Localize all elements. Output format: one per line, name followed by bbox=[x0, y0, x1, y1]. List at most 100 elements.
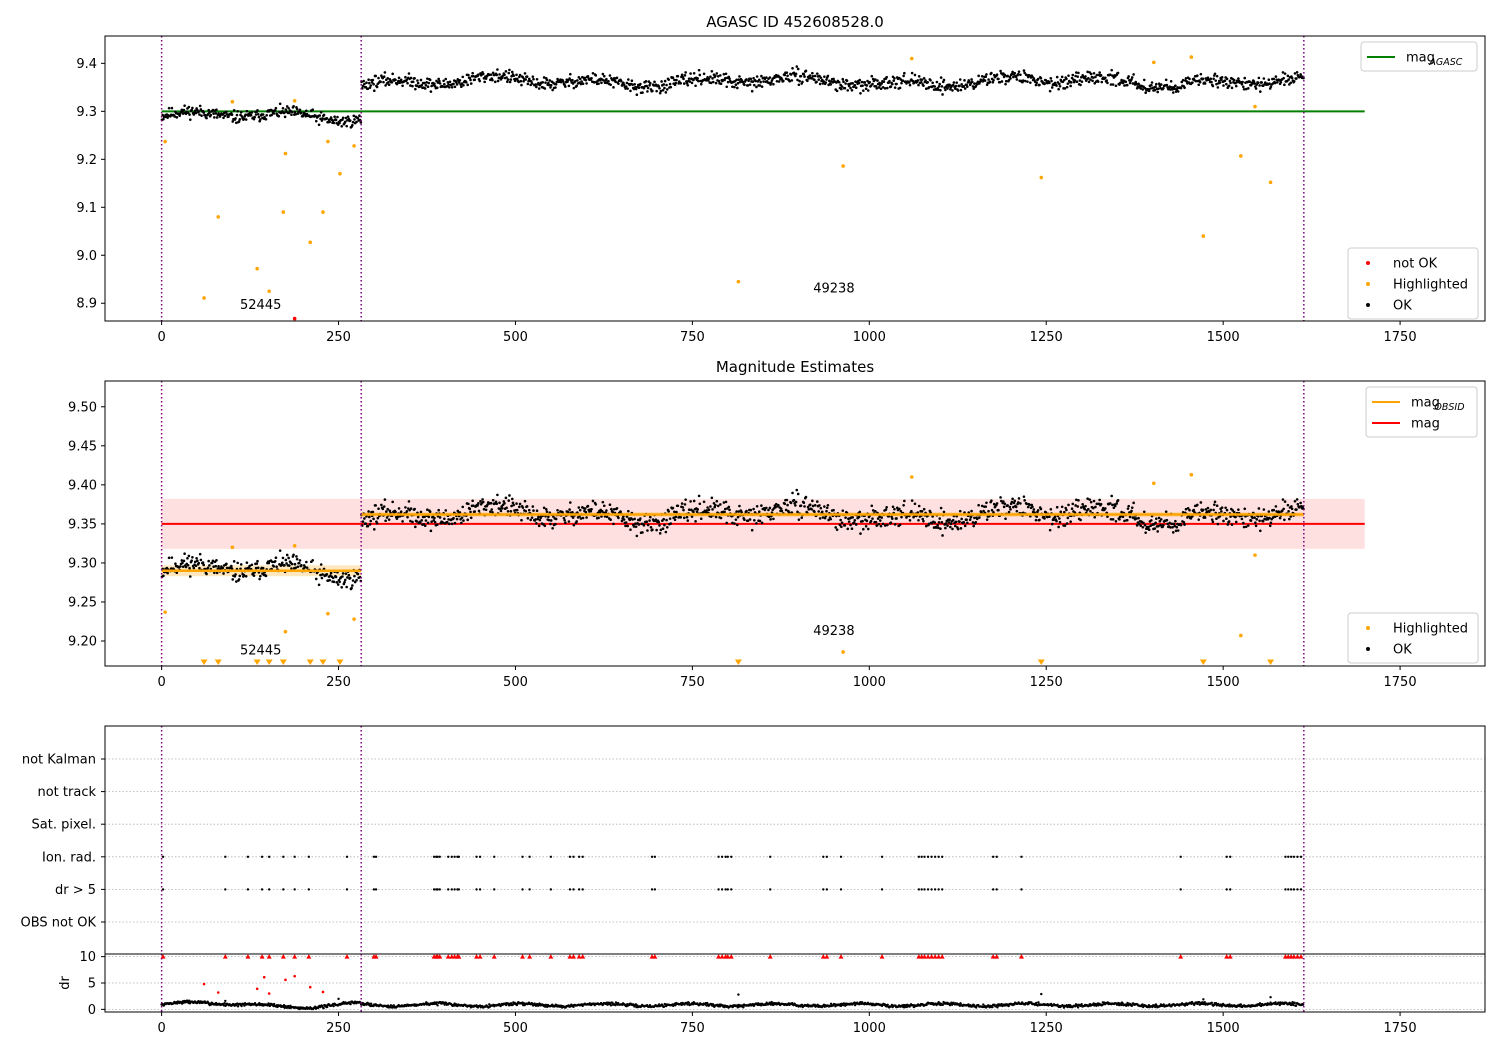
p2-ok-point bbox=[602, 511, 605, 514]
p2-ok-point bbox=[469, 516, 473, 520]
p1-ok-point bbox=[878, 83, 882, 87]
flag-point bbox=[475, 855, 478, 858]
p2-xtick-label: 1500 bbox=[1207, 675, 1240, 690]
p1-ok-point bbox=[902, 74, 905, 78]
p1-ok-point bbox=[525, 75, 529, 78]
flag-point bbox=[724, 888, 727, 891]
p1-ok-point bbox=[746, 84, 750, 87]
p1-ok-point bbox=[1092, 71, 1096, 75]
p2-ok-point bbox=[760, 521, 764, 525]
p2-ok-point bbox=[1174, 529, 1178, 533]
p1-ok-point bbox=[1080, 80, 1084, 83]
p1-ok-point bbox=[962, 85, 966, 88]
p2-ok-point bbox=[409, 519, 412, 523]
p2-ok-point bbox=[954, 520, 958, 524]
p1-ok-point bbox=[619, 79, 623, 83]
p1-ok-point bbox=[1170, 86, 1174, 89]
p1-ok-point bbox=[261, 113, 265, 116]
p2-ok-point bbox=[259, 574, 262, 578]
p1-ok-point bbox=[409, 84, 412, 87]
p1-ok-point bbox=[295, 107, 299, 111]
p1-ok-point bbox=[1121, 81, 1125, 85]
p2-ok-point bbox=[927, 522, 931, 526]
p2-ok-point bbox=[414, 525, 417, 529]
p1-ok-point bbox=[406, 81, 409, 85]
flag-point bbox=[478, 855, 482, 858]
p1-ok-point bbox=[477, 73, 480, 77]
p1-ok-point bbox=[1022, 69, 1026, 72]
p2-ok-point bbox=[450, 522, 454, 526]
p1-ok-point bbox=[791, 67, 794, 70]
p2-ok-point bbox=[646, 523, 650, 527]
p2-ok-point bbox=[695, 510, 699, 513]
p1-legend-dot-swatch bbox=[1366, 261, 1370, 265]
p2-ok-point bbox=[1125, 518, 1129, 522]
p1-ok-point bbox=[966, 85, 969, 88]
highlighted-point bbox=[230, 99, 235, 104]
p2-ok-point bbox=[575, 520, 578, 523]
p1-ok-point bbox=[1241, 80, 1244, 84]
p1-ok-point bbox=[819, 76, 823, 79]
p1-xtick-label: 1750 bbox=[1384, 330, 1417, 345]
dr-ok-point bbox=[687, 1001, 691, 1004]
p2-ok-point bbox=[1143, 523, 1147, 527]
p1-ok-point bbox=[669, 85, 673, 89]
p2-ok-point bbox=[922, 519, 925, 523]
p2-ok-point bbox=[1254, 524, 1258, 528]
flag-point bbox=[650, 888, 654, 891]
flag-label: Ion. rad. bbox=[42, 850, 96, 865]
p2-ok-point bbox=[489, 501, 493, 505]
flag-point bbox=[581, 888, 584, 891]
p1-ok-point bbox=[758, 84, 762, 87]
p2-ok-point bbox=[767, 508, 770, 512]
p1-ok-point bbox=[760, 85, 764, 88]
p2-ok-point bbox=[303, 565, 307, 569]
p1-ok-point bbox=[874, 84, 878, 88]
p1-ok-point bbox=[680, 73, 684, 77]
p2-ok-point bbox=[598, 511, 602, 514]
flag-point bbox=[726, 855, 729, 858]
p1-ok-point bbox=[573, 79, 577, 83]
p1-ok-point bbox=[1262, 77, 1266, 80]
p1-ok-point bbox=[1114, 84, 1118, 88]
p1-ok-point bbox=[684, 71, 687, 74]
p2-ok-point bbox=[600, 515, 603, 518]
p1-ok-point bbox=[1216, 86, 1220, 89]
p1-ok-point bbox=[1111, 74, 1114, 77]
flag-label: OBS not OK bbox=[21, 916, 97, 931]
p1-ok-point bbox=[798, 79, 801, 83]
highlighted-point bbox=[267, 289, 271, 294]
p1-ok-point bbox=[317, 123, 321, 127]
p2-ok-point bbox=[737, 510, 741, 513]
p2-ok-point bbox=[632, 525, 636, 528]
p1-ok-point bbox=[372, 82, 375, 86]
p2-ok-point bbox=[861, 519, 864, 523]
p1-ok-point bbox=[868, 80, 871, 84]
p1-ok-point bbox=[840, 87, 843, 91]
p1-ok-point bbox=[920, 78, 924, 81]
clipped-highlight-marker bbox=[200, 659, 208, 665]
p2-ok-point bbox=[238, 574, 242, 578]
p1-ok-point bbox=[1198, 80, 1202, 84]
p2-ok-point bbox=[807, 508, 811, 511]
p1-ok-point bbox=[1063, 87, 1067, 90]
p2-ok-point bbox=[1268, 516, 1271, 520]
p1-ok-point bbox=[1142, 78, 1146, 82]
p2-ok-point bbox=[684, 498, 687, 501]
p2-ok-point bbox=[1283, 518, 1286, 522]
p1-ok-point bbox=[496, 79, 500, 83]
p2-ok-point bbox=[1011, 497, 1014, 501]
p2-ok-point bbox=[975, 517, 979, 521]
p2-ok-point bbox=[297, 561, 301, 565]
p1-ok-point bbox=[661, 88, 665, 92]
p2-xtick-label: 500 bbox=[503, 675, 528, 690]
p1-ok-point bbox=[612, 77, 616, 80]
p1-ok-point bbox=[657, 85, 661, 88]
p1-ok-point bbox=[795, 65, 799, 68]
clipped-highlight-marker bbox=[279, 659, 287, 665]
p2-ok-point bbox=[572, 523, 576, 527]
flag-point bbox=[260, 855, 264, 858]
p2-ok-point bbox=[963, 511, 966, 514]
p2-ok-point bbox=[1295, 508, 1298, 511]
dr-ok-point bbox=[1080, 1002, 1083, 1006]
